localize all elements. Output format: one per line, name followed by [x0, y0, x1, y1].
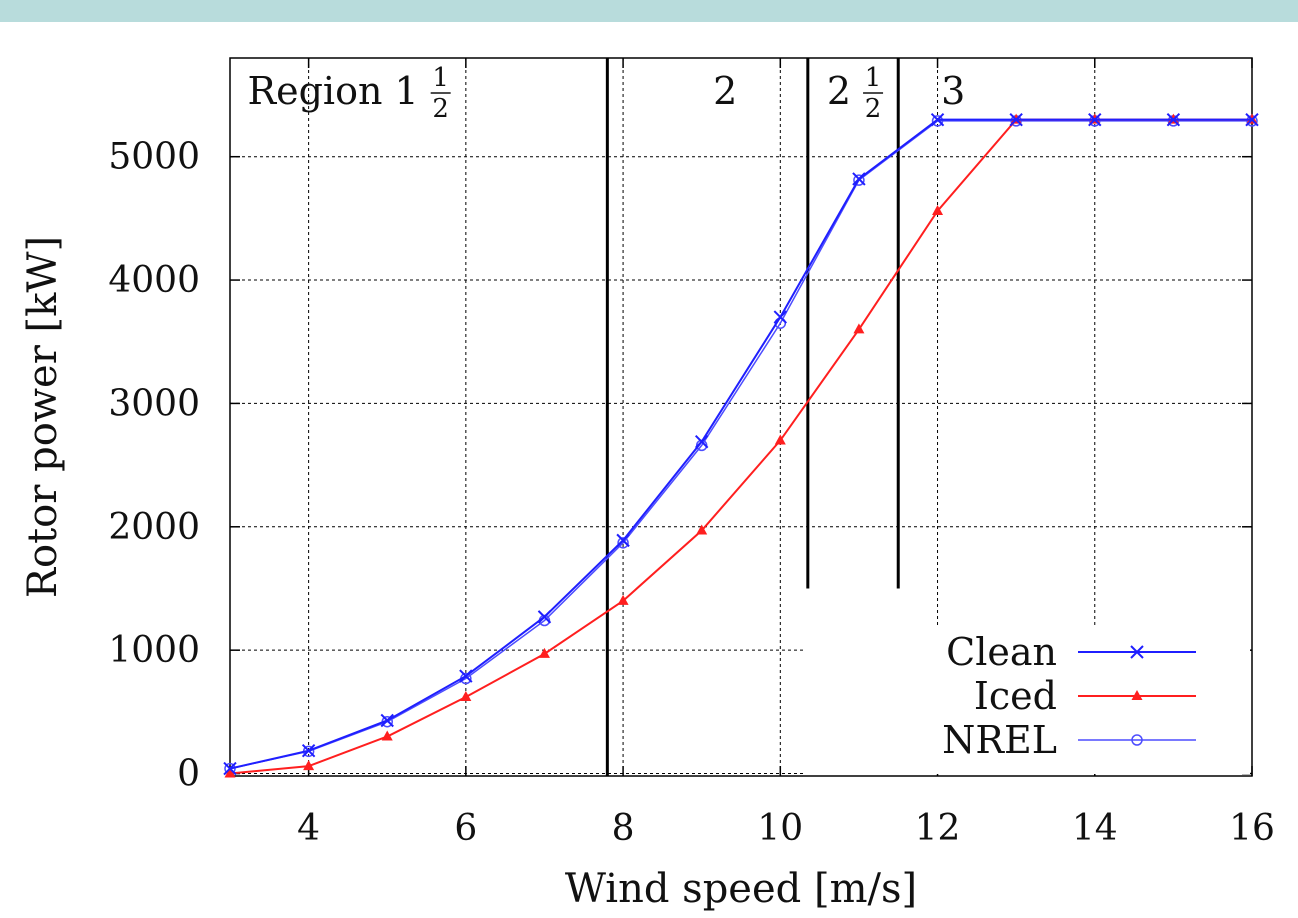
y-tick-label: 5000	[108, 137, 200, 178]
grid	[230, 58, 1252, 776]
data-point	[1088, 112, 1102, 127]
series-clean	[223, 112, 1259, 776]
x-tick-label: 16	[1229, 808, 1275, 849]
y-tick-label: 2000	[108, 507, 200, 548]
region-label: 2	[713, 69, 737, 113]
fraction-denominator: 2	[865, 94, 882, 124]
x-tick-label: 12	[915, 808, 961, 849]
series-line	[229, 120, 1252, 770]
x-tick-label: 6	[454, 808, 477, 849]
region-label-text: 2	[827, 69, 851, 113]
region-label: 3	[941, 69, 965, 113]
data-point	[537, 610, 552, 624]
data-point	[931, 115, 944, 127]
data-point	[853, 323, 865, 334]
data-point	[303, 760, 315, 771]
region-label: Region 1 12	[247, 63, 451, 124]
plot-frame	[229, 57, 1253, 777]
y-tick-label: 1000	[108, 630, 200, 671]
x-tick-label: 8	[612, 808, 635, 849]
region-label-text: 2	[713, 69, 737, 113]
x-tick-label: 14	[1072, 808, 1118, 849]
data-point	[459, 669, 473, 683]
data-point	[1166, 112, 1181, 127]
y-axis-title: Rotor power [kW]	[20, 236, 66, 598]
data-point	[930, 112, 945, 127]
data-point	[223, 761, 237, 776]
data-point	[1131, 734, 1143, 746]
fraction-numerator: 1	[865, 63, 882, 93]
legend-label: Clean	[946, 630, 1057, 674]
data-point	[381, 730, 393, 741]
data-point	[853, 174, 865, 186]
y-tick-label: 3000	[108, 383, 200, 424]
data-point	[224, 767, 236, 778]
data-point	[694, 434, 709, 449]
data-point	[1131, 690, 1143, 700]
x-tick-label: 4	[297, 808, 320, 849]
data-point	[380, 713, 394, 728]
region-label-text: Region 1	[247, 69, 418, 113]
data-point	[1009, 112, 1023, 127]
top-banner	[0, 0, 1298, 22]
series-line	[229, 118, 1252, 770]
data-point	[538, 647, 550, 658]
data-point	[774, 434, 786, 445]
data-point	[301, 744, 316, 758]
data-point	[617, 537, 629, 549]
legend-label: Iced	[974, 674, 1057, 718]
data-point	[1130, 645, 1144, 659]
x-tick-label: 10	[757, 808, 803, 849]
data-point	[932, 204, 944, 215]
data-point	[616, 533, 630, 548]
data-point	[696, 524, 708, 535]
region-label-text: 3	[941, 69, 965, 113]
data-point	[1245, 112, 1259, 127]
legend-label: NREL	[942, 718, 1057, 762]
y-tick-label: 4000	[108, 260, 200, 301]
fraction-numerator: 1	[432, 63, 449, 93]
y-tick-label: 0	[177, 754, 200, 795]
region-label: 2 12	[827, 63, 884, 124]
data-point	[460, 691, 472, 702]
data-point	[773, 310, 788, 324]
data-point	[852, 172, 866, 186]
data-point	[617, 594, 629, 605]
fraction-denominator: 2	[432, 94, 449, 124]
x-axis-title: Wind speed [m/s]	[565, 866, 917, 912]
